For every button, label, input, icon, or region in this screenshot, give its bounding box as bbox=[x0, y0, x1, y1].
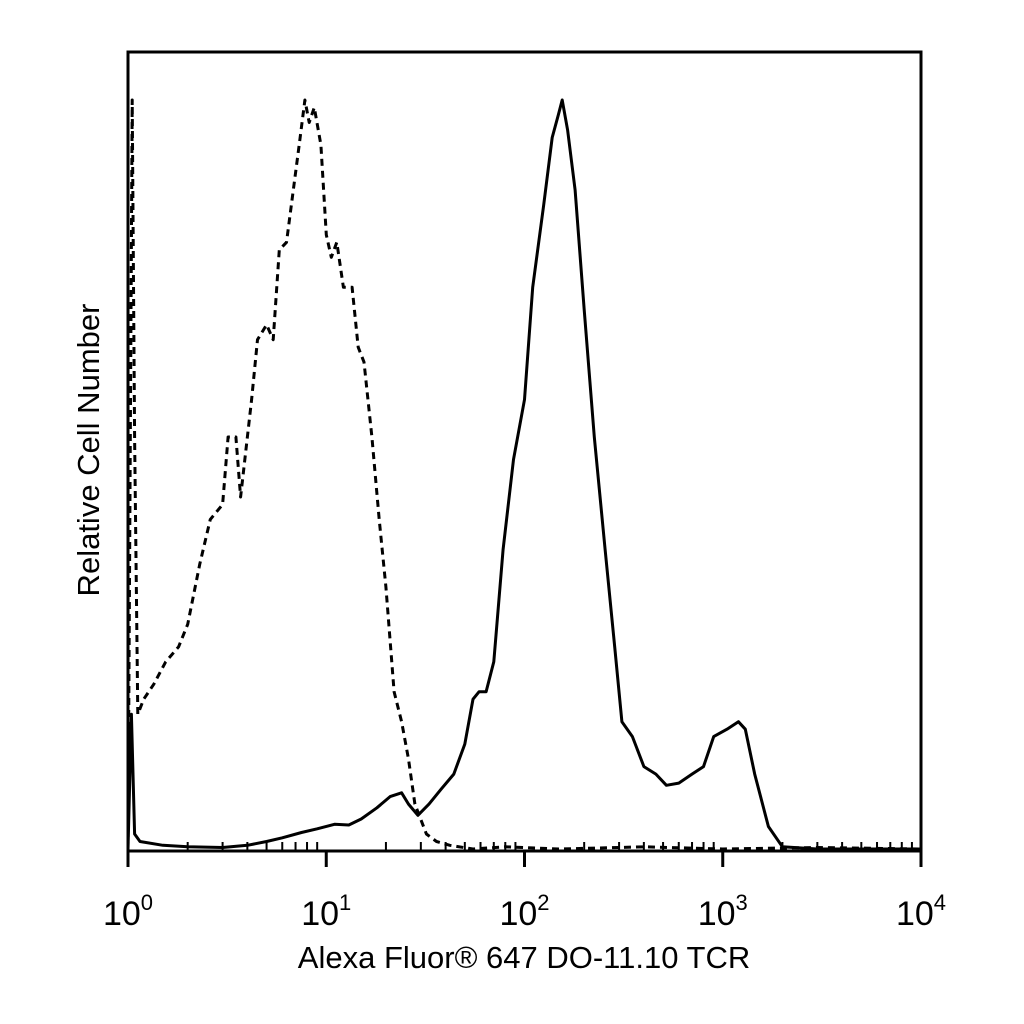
plot-frame bbox=[126, 50, 923, 853]
x-axis-major-ticks bbox=[126, 851, 923, 867]
x-tick-label: 100 bbox=[103, 890, 153, 933]
y-axis-title: Relative Cell Number bbox=[71, 304, 106, 597]
x-axis-tick-labels: 100 101 102 103 104 bbox=[103, 890, 946, 933]
x-tick-label: 102 bbox=[499, 890, 549, 933]
series-layer bbox=[126, 98, 922, 851]
x-axis-title: Alexa Fluor® 647 DO-11.10 TCR bbox=[298, 940, 750, 975]
x-tick-label: 103 bbox=[698, 890, 748, 933]
x-tick-label: 104 bbox=[896, 890, 946, 933]
x-tick-label: 101 bbox=[301, 890, 351, 933]
solid-histogram-series bbox=[126, 98, 921, 851]
